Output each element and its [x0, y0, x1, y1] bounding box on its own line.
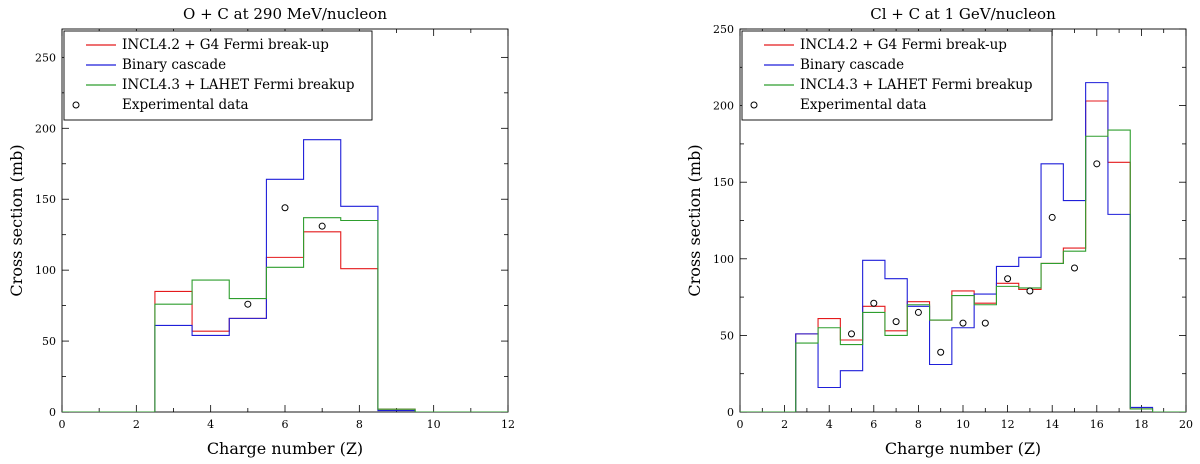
data-point: [914, 308, 922, 316]
data-point: [244, 300, 252, 308]
series-line-incl4-2-g4-fermi-break-up: [740, 100, 1186, 412]
legend: INCL4.2 + G4 Fermi break-up Binary cascad…: [63, 30, 373, 121]
x-tick-label: 0: [59, 418, 66, 431]
y-tick-label: 200: [713, 100, 734, 113]
x-tick-label: 20: [1179, 418, 1193, 431]
series-line-incl4-2-g4-fermi-break-up: [62, 231, 508, 412]
series-line-binary-cascade: [740, 82, 1186, 412]
legend-label: INCL4.3 + LAHET Fermi breakup: [122, 77, 355, 93]
plot-area: [62, 139, 508, 412]
data-point: [981, 319, 989, 327]
legend-label: Binary cascade: [800, 57, 904, 73]
y-tick-label: 100: [713, 253, 734, 266]
x-tick-label: 10: [956, 418, 970, 431]
series-line-binary-cascade: [62, 139, 508, 412]
data-point: [870, 299, 878, 307]
data-point: [937, 348, 945, 356]
data-point: [1004, 275, 1012, 283]
x-tick-label: 8: [356, 418, 363, 431]
x-tick-label: 10: [427, 418, 441, 431]
x-tick-label: 2: [133, 418, 140, 431]
legend-box: [741, 30, 1053, 121]
legend-box: [63, 30, 373, 121]
x-tick-label: 18: [1134, 418, 1148, 431]
y-tick-label: 200: [35, 122, 56, 135]
data-point: [892, 318, 900, 326]
legend-label: INCL4.2 + G4 Fermi break-up: [800, 37, 1007, 53]
y-tick-label: 150: [35, 193, 56, 206]
data-point: [848, 330, 855, 338]
y-tick-label: 50: [42, 335, 56, 348]
legend-label: INCL4.3 + LAHET Fermi breakup: [800, 77, 1033, 93]
chart-title: Cl + C at 1 GeV/nucleon: [870, 5, 1056, 23]
legend-marker: [750, 101, 758, 109]
chart-panel-2: Cl + C at 1 GeV/nucleon 0 2 4 6 8 10 12 14 16 18 20…: [685, 5, 1193, 458]
x-tick-label: 6: [282, 418, 289, 431]
data-point: [959, 319, 967, 327]
plot-area: [740, 82, 1186, 412]
y-tick-label: 250: [713, 23, 734, 36]
y-tick-label: 50: [720, 329, 734, 342]
data-point: [1048, 213, 1056, 221]
legend-label: Binary cascade: [122, 57, 226, 73]
x-tick-label: 16: [1090, 418, 1104, 431]
x-tick-label: 0: [737, 418, 744, 431]
legend-label: Experimental data: [122, 97, 249, 113]
x-tick-label: 12: [501, 418, 515, 431]
data-point: [1026, 287, 1034, 295]
data-point: [1071, 264, 1078, 272]
y-tick-label: 0: [727, 406, 734, 419]
x-axis-label: Charge number (Z): [885, 439, 1041, 458]
legend: INCL4.2 + G4 Fermi break-up Binary cascad…: [741, 30, 1053, 121]
series-line-incl4-3-lahet-fermi-breakup: [740, 129, 1186, 412]
data-point: [1093, 160, 1101, 168]
x-tick-label: 12: [1001, 418, 1015, 431]
y-tick-label: 150: [713, 176, 734, 189]
y-tick-label: 0: [49, 406, 56, 419]
x-tick-label: 4: [826, 418, 833, 431]
x-axis-label: Charge number (Z): [207, 439, 363, 458]
y-tick-label: 250: [35, 51, 56, 64]
chart-title: O + C at 290 MeV/nucleon: [183, 5, 387, 23]
x-tick-label: 8: [915, 418, 922, 431]
data-point: [281, 204, 289, 212]
legend-label: INCL4.2 + G4 Fermi break-up: [122, 37, 329, 53]
y-tick-label: 100: [35, 264, 56, 277]
chart-panel-1: O + C at 290 MeV/nucleon 0 2 4 6 8 10 12 0 50 100 1…: [7, 5, 515, 458]
y-axis-label: Cross section (mb): [7, 144, 26, 296]
x-tick-label: 6: [870, 418, 877, 431]
legend-marker: [72, 101, 80, 109]
x-tick-label: 4: [207, 418, 214, 431]
x-tick-label: 14: [1045, 418, 1059, 431]
series-line-incl4-3-lahet-fermi-breakup: [62, 217, 508, 412]
x-tick-label: 2: [781, 418, 788, 431]
data-point: [318, 222, 326, 230]
legend-label: Experimental data: [800, 97, 927, 113]
y-axis-label: Cross section (mb): [685, 144, 704, 296]
